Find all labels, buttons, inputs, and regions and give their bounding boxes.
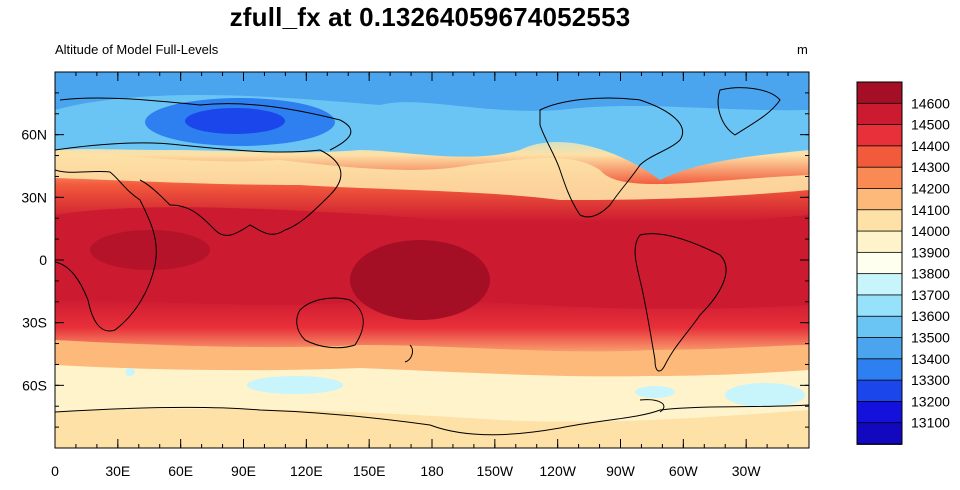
coast-africa — [55, 169, 157, 332]
lon-tick-label: 90E — [231, 463, 256, 479]
field-indian-core — [90, 230, 210, 270]
colorbar-level-label: 13500 — [911, 330, 950, 346]
plot-title: zfull_fx at 0.13264059674052553 — [229, 2, 631, 32]
field-midlat-north — [55, 150, 809, 200]
colorbar-level-label: 13100 — [911, 415, 950, 431]
colorbar-level-label: 13700 — [911, 287, 950, 303]
lon-tick-label: 90W — [606, 463, 636, 479]
lat-tick-label: 60S — [22, 377, 47, 393]
colorbar-level-label: 13300 — [911, 372, 950, 388]
colorbar-swatch — [856, 102, 903, 126]
colorbar-level-label: 14300 — [911, 159, 950, 175]
colorbar: 14600 14500 14400 14300 14200 14100 14000 13900… — [856, 81, 950, 445]
contour-field — [55, 72, 809, 448]
field-north-deep — [55, 72, 809, 111]
colorbar-level-label: 14500 — [911, 117, 950, 133]
lon-tick-label: 180 — [420, 463, 444, 479]
colorbar-swatch — [856, 379, 903, 403]
colorbar-level-label: 14200 — [911, 180, 950, 196]
colorbar-level-label: 14000 — [911, 223, 950, 239]
colorbar-level-label: 13600 — [911, 308, 950, 324]
lon-tick-label: 0 — [51, 463, 59, 479]
colorbar-level-label: 13800 — [911, 266, 950, 282]
latitude-ticks: 60N 30N 0 30S 60S — [21, 71, 809, 449]
colorbar-frame — [856, 81, 903, 445]
coast-eurasia — [55, 142, 342, 236]
colorbar-swatch — [856, 145, 903, 169]
colorbar-swatch — [856, 166, 903, 190]
lon-tick-label: 150E — [353, 463, 386, 479]
colorbar-level-label: 13900 — [911, 244, 950, 260]
lon-tick-label: 150W — [477, 463, 514, 479]
lon-tick-label: 120E — [290, 463, 323, 479]
lon-tick-label: 120W — [539, 463, 576, 479]
field-warm-pool — [350, 240, 490, 320]
lon-tick-label: 60W — [669, 463, 699, 479]
coast-arctic-eurasia — [59, 97, 352, 151]
colorbar-swatch — [856, 124, 903, 147]
lat-tick-label: 60N — [21, 127, 47, 143]
coast-antarctic-peninsula — [639, 399, 665, 413]
colorbar-swatch — [856, 358, 903, 382]
colorbar-swatch — [856, 81, 903, 105]
colorbar-level-label: 13200 — [911, 393, 950, 409]
units-label: m — [797, 42, 808, 57]
field-south-indian-low — [247, 376, 343, 394]
coastlines — [55, 87, 809, 436]
coast-new-zealand — [404, 344, 413, 363]
colorbar-swatch — [856, 422, 903, 445]
colorbar-level-label: 14600 — [911, 95, 950, 111]
field-siberia-core — [185, 108, 285, 134]
field-small-low — [125, 368, 135, 376]
field-weddell-low — [725, 383, 805, 407]
colorbar-swatch — [856, 273, 903, 296]
plot-subtitle: Altitude of Model Full-Levels — [55, 42, 219, 57]
colorbar-swatch — [856, 251, 903, 275]
colorbar-swatch — [856, 337, 903, 360]
colorbar-swatch — [856, 209, 903, 232]
coast-greenland — [717, 87, 781, 136]
coast-antarctica — [55, 404, 809, 436]
lat-tick-label: 30N — [21, 189, 47, 205]
colorbar-level-label: 14400 — [911, 138, 950, 154]
coast-north-america — [539, 97, 683, 218]
colorbar-swatch — [856, 188, 903, 211]
field-drake-low — [635, 386, 675, 398]
lon-tick-label: 60E — [168, 463, 193, 479]
colorbar-swatch — [856, 315, 903, 339]
colorbar-swatch — [856, 230, 903, 254]
colorbar-swatch — [856, 294, 903, 318]
colorbar-swatch — [856, 401, 903, 424]
colorbar-level-label: 14100 — [911, 202, 950, 218]
coast-south-america — [634, 233, 727, 372]
colorbar-level-label: 13400 — [911, 351, 950, 367]
longitude-ticks: 0 30E 60E 90E 120E 150E 180 150W 120W 90W 60W 30W — [51, 72, 810, 479]
coast-australia — [296, 297, 364, 349]
lat-tick-label: 0 — [39, 252, 47, 268]
field-antarctic — [55, 408, 809, 448]
lon-tick-label: 30W — [732, 463, 762, 479]
lat-tick-label: 30S — [22, 315, 47, 331]
lon-tick-label: 30E — [105, 463, 130, 479]
